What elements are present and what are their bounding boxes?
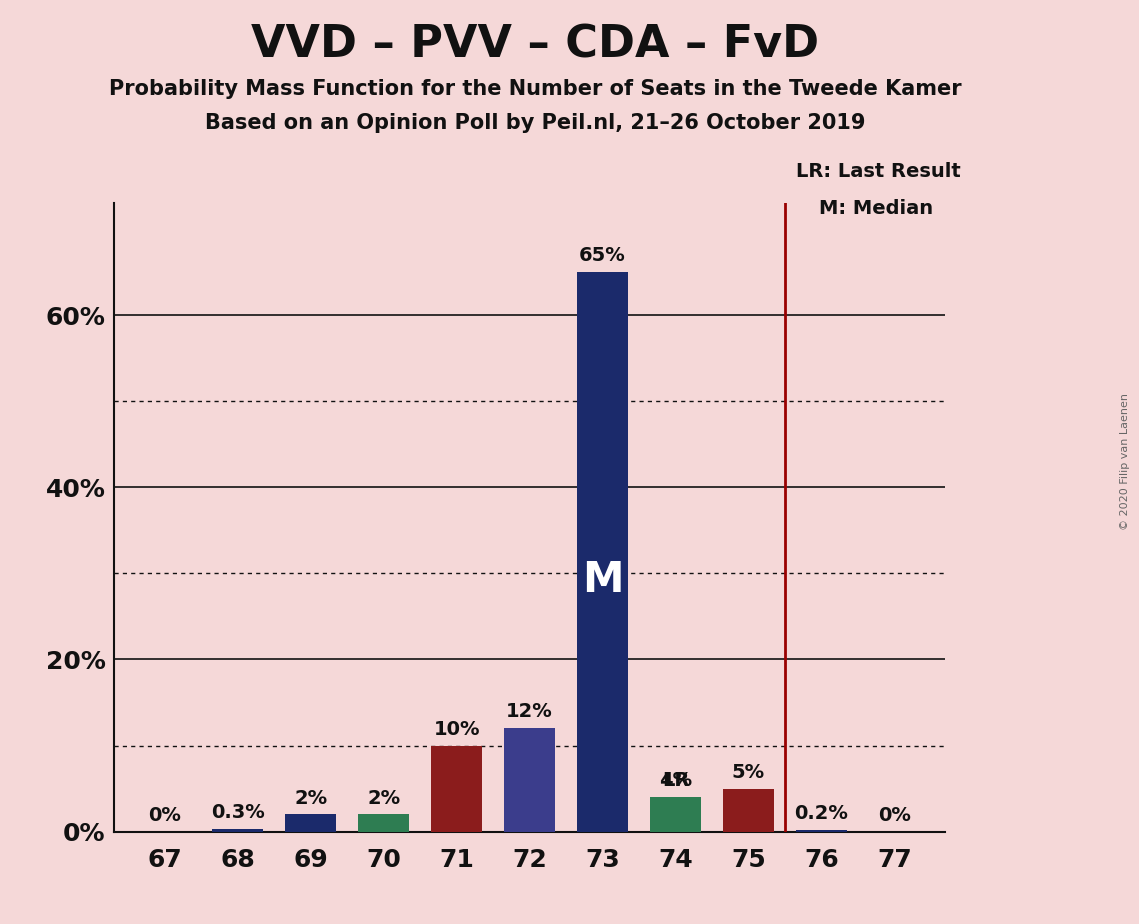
Text: 65%: 65% (580, 247, 626, 265)
Bar (285, 814, 336, 832)
Text: 4%: 4% (659, 772, 693, 790)
Text: Probability Mass Function for the Number of Seats in the Tweede Kamer: Probability Mass Function for the Number… (109, 79, 961, 99)
Bar (212, 829, 263, 832)
Text: M: M (582, 559, 623, 601)
Text: 0%: 0% (878, 806, 911, 825)
Text: 0%: 0% (148, 806, 181, 825)
Bar (796, 830, 847, 832)
Text: 0.3%: 0.3% (211, 803, 264, 822)
Text: © 2020 Filip van Laenen: © 2020 Filip van Laenen (1120, 394, 1130, 530)
Bar (577, 273, 628, 832)
Text: LR: Last Result: LR: Last Result (796, 162, 961, 181)
Bar (359, 814, 409, 832)
Text: VVD – PVV – CDA – FvD: VVD – PVV – CDA – FvD (252, 23, 819, 67)
Text: 0.2%: 0.2% (794, 804, 849, 823)
Bar (505, 728, 555, 832)
Bar (432, 746, 482, 832)
Text: 2%: 2% (367, 788, 400, 808)
Text: 10%: 10% (434, 720, 480, 738)
Text: Based on an Opinion Poll by Peil.nl, 21–26 October 2019: Based on an Opinion Poll by Peil.nl, 21–… (205, 113, 866, 133)
Text: 2%: 2% (294, 788, 327, 808)
Bar (650, 797, 700, 832)
Text: 5%: 5% (732, 762, 765, 782)
Text: 12%: 12% (506, 702, 554, 722)
Text: LR: LR (662, 772, 689, 790)
Bar (723, 788, 775, 832)
Text: M: Median: M: Median (819, 199, 933, 218)
